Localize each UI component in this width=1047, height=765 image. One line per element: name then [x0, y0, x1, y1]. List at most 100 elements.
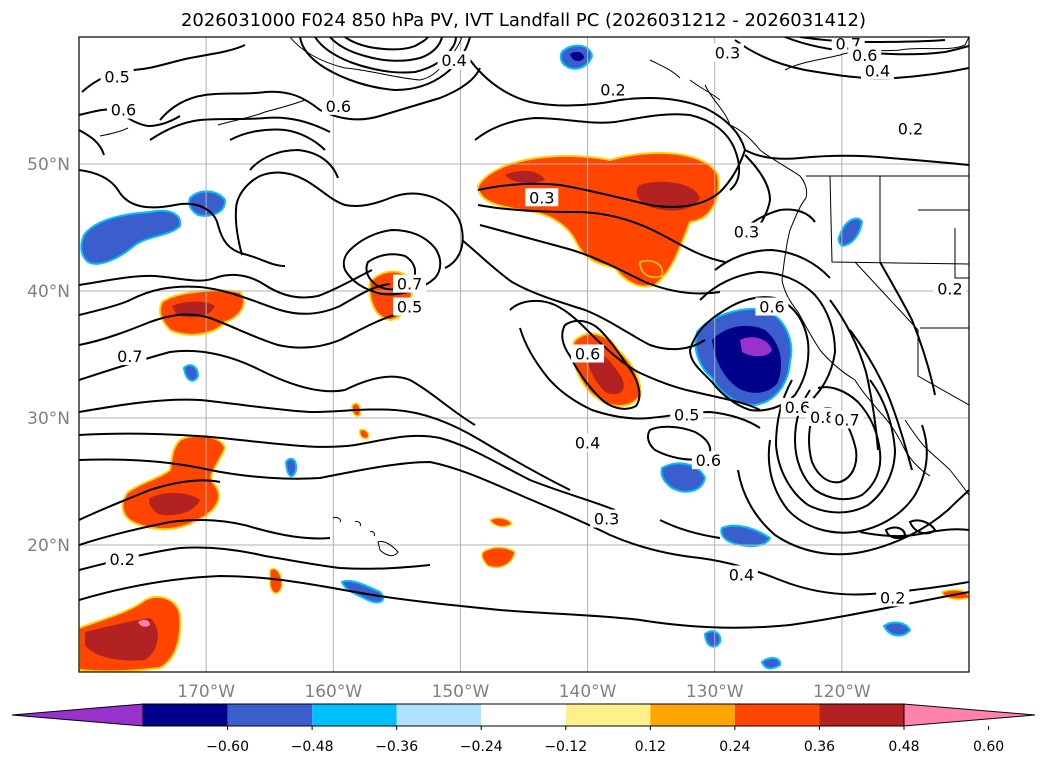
positive-anomaly-peak	[138, 619, 150, 627]
negative-anomaly	[182, 364, 200, 382]
negative-anomaly	[703, 630, 722, 648]
colorbar-tick-label: −0.60	[206, 739, 249, 755]
contour-label: 0.2	[880, 588, 905, 607]
contour-label: 0.3	[594, 510, 619, 529]
latitude-tick-label: 30°N	[27, 409, 70, 429]
contour-label: 0.6	[326, 97, 351, 116]
colorbar-segment	[143, 704, 228, 726]
contour-label-bg	[848, 46, 882, 65]
positive-anomaly	[359, 428, 370, 440]
colorbar-segment	[396, 704, 482, 726]
negative-anomaly	[80, 209, 182, 265]
contour-label-bg	[894, 119, 928, 138]
colorbar-tick-label: −0.48	[291, 739, 334, 755]
contour-label-bg	[780, 397, 814, 416]
positive-anomaly-core	[85, 618, 158, 661]
longitude-tick-label: 160°W	[304, 682, 362, 702]
contour-label: 0.6	[759, 298, 784, 317]
map-frame	[78, 36, 970, 673]
contour-label: 0.7	[834, 411, 859, 430]
negative-anomaly	[188, 190, 227, 217]
positive-anomaly	[488, 517, 514, 528]
colorbar-tick-label: 0.48	[888, 739, 919, 755]
contour-label-bg	[437, 51, 471, 70]
contour-label-bg	[670, 405, 704, 424]
contour-label: 0.4	[729, 565, 754, 584]
contour-label-bg	[393, 274, 427, 293]
positive-anomaly-core	[149, 492, 200, 516]
pv-contours	[79, 37, 969, 629]
longitude-tick-label: 130°W	[686, 682, 744, 702]
contour-label-bg	[596, 80, 630, 99]
colorbar-segment	[650, 704, 735, 726]
contour-label-bg	[100, 67, 134, 86]
contour-labels: 0.50.6 0.60.40.20.30.70.50.7 0.60.3 0.70.60…	[100, 37, 967, 607]
latitude-tick-label: 40°N	[27, 282, 70, 302]
positive-anomaly	[269, 568, 283, 594]
colorbar-frame	[142, 703, 905, 727]
negative-anomaly	[720, 524, 772, 548]
longitude-tick-label: 120°W	[813, 682, 871, 702]
positive-anomaly-core	[172, 301, 215, 318]
contour-label-bg	[830, 410, 864, 429]
contour-label: 0.5	[397, 298, 422, 317]
contour-label-bg	[876, 588, 910, 607]
contour-label: 0.2	[110, 550, 135, 569]
longitude-tick-label: 140°W	[559, 682, 617, 702]
contour-label: 0.4	[441, 51, 466, 70]
contour-label: 0.3	[734, 223, 759, 242]
contour-label-bg	[571, 433, 605, 452]
longitude-tick-label: 150°W	[432, 682, 490, 702]
contour-label-bg	[860, 61, 894, 80]
axis-ticks: 170°W 160°W 150°W 140°W 130°W 120°W 20°N 30°N 40…	[27, 155, 871, 702]
contour-label: 0.6	[852, 46, 877, 65]
contour-label: 0.3	[529, 188, 554, 207]
longitude-tick-label: 170°W	[177, 682, 235, 702]
contour-label: 0.2	[898, 120, 923, 139]
contour-label: 0.3	[715, 44, 740, 63]
colorbar: −0.60 −0.48 −0.36 −0.24 −0.12 0.12 0.24 0.36 0.4…	[11, 703, 1036, 755]
positive-anomaly	[121, 434, 227, 531]
contour-label-bg	[724, 565, 758, 584]
latitude-tick-label: 20°N	[27, 536, 70, 556]
contour-label: 0.4	[575, 433, 600, 452]
negative-anomaly	[837, 217, 864, 248]
contour-label: 0.7	[117, 347, 142, 366]
contour-label-bg	[105, 550, 139, 569]
contour-label: 0.6	[575, 345, 600, 364]
colorbar-extend-max	[903, 703, 1036, 727]
contour-label: 0.5	[104, 68, 129, 87]
colorbar-tick-label: 0.36	[804, 739, 835, 755]
colorbar-segment	[734, 704, 820, 726]
contour-label: 0.6	[696, 451, 721, 470]
colorbar-segment	[312, 704, 397, 726]
contour-label-bg	[755, 297, 789, 316]
contour-label-bg	[730, 222, 763, 241]
contour-label-bg	[321, 96, 355, 115]
colorbar-tick-label: −0.24	[460, 739, 503, 755]
colorbar-tick-label: 0.12	[635, 739, 666, 755]
contour-label-bg	[933, 279, 967, 298]
colorbar-extend-min	[11, 703, 144, 727]
colorbar-tick-label: −0.12	[544, 739, 587, 755]
positive-anomaly	[639, 260, 664, 278]
map-title: 2026031000 F024 850 hPa PV, IVT Landfall…	[180, 10, 867, 31]
contour-label-bg	[113, 347, 147, 366]
colorbar-segment	[819, 704, 904, 726]
contour-label: 0.6	[785, 398, 810, 417]
coastlines	[99, 37, 969, 557]
colorbar-tick-label: 0.24	[719, 739, 750, 755]
contour-label: 0.8	[810, 408, 835, 427]
latitude-tick-label: 50°N	[27, 155, 70, 175]
contour-label: 0.5	[674, 405, 699, 424]
contour-label-bg	[571, 344, 605, 363]
colorbar-tick-label: 0.60	[973, 739, 1004, 755]
colorbar-segment	[481, 704, 566, 726]
contour-label-bg	[525, 188, 559, 207]
contour-label: 0.2	[600, 80, 625, 99]
contour-label: 0.2	[937, 280, 962, 299]
negative-anomaly	[284, 457, 298, 478]
contour-label-bg	[107, 100, 140, 119]
contour-label: 0.7	[397, 275, 422, 294]
